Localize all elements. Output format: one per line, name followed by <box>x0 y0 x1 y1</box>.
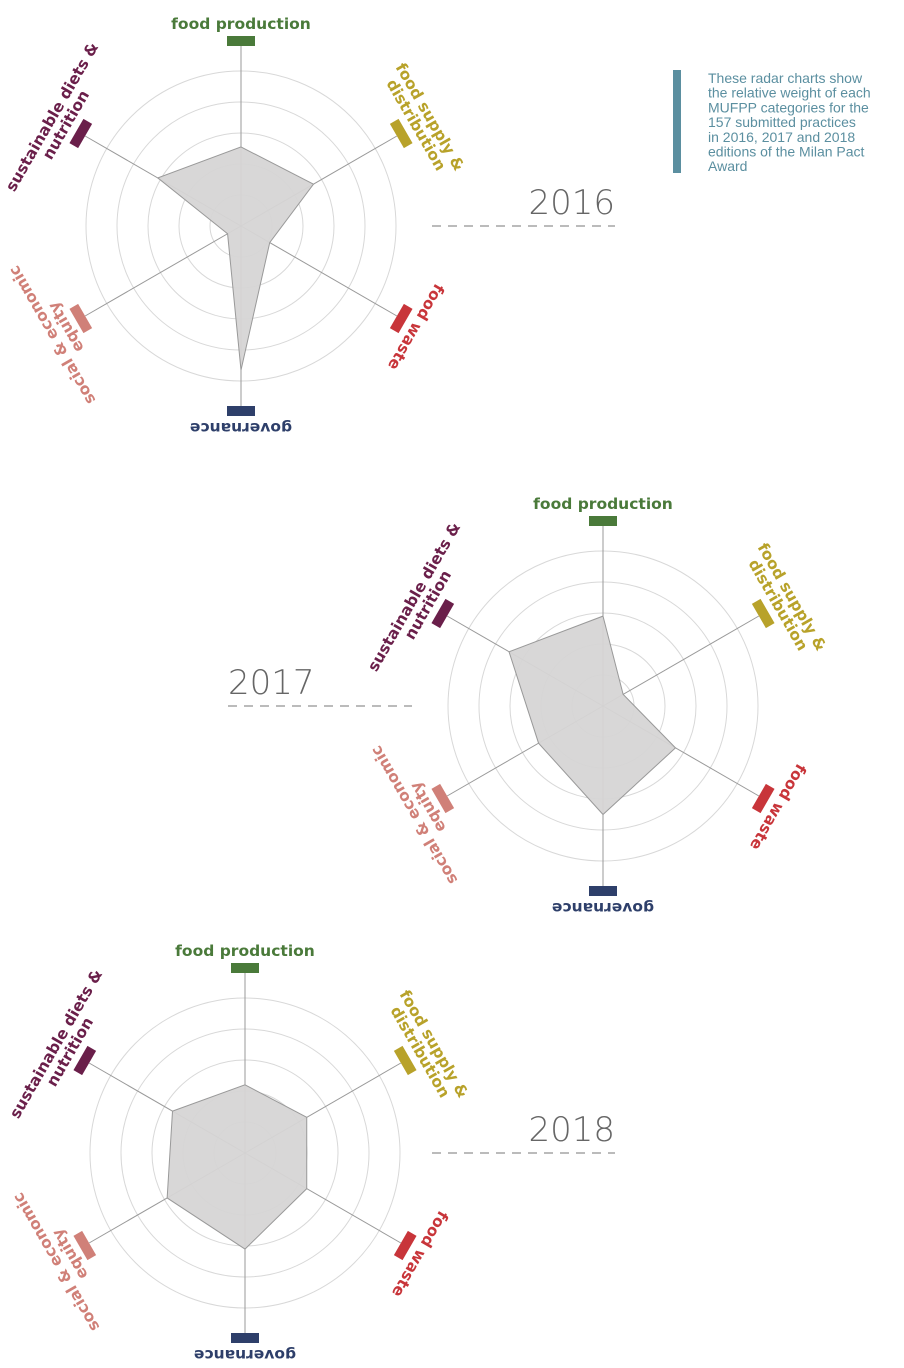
category-label: sustainable diets &nutrition <box>6 966 120 1129</box>
category-marker <box>751 783 775 814</box>
category-label-line: governance <box>552 899 654 917</box>
note-line: the relative weight of each <box>708 85 871 101</box>
category-marker <box>589 886 617 896</box>
category-marker <box>389 303 413 334</box>
axis-label-group: food production <box>175 942 315 973</box>
category-label-line: governance <box>194 1346 296 1364</box>
category-marker <box>751 598 775 629</box>
category-marker <box>227 406 255 416</box>
category-marker <box>231 963 259 973</box>
category-marker <box>69 303 93 334</box>
category-label: social & economicequity <box>5 254 113 407</box>
axis-label-group: sustainable diets &nutrition <box>6 966 120 1129</box>
axis-label-group: food production <box>171 15 311 46</box>
spoke <box>84 225 242 317</box>
category-label-line: governance <box>190 419 292 437</box>
axis-label-group: food supply &distribution <box>382 987 472 1109</box>
category-label: social & economicequity <box>9 1181 117 1334</box>
radar-chart: food production food supply &distribution… <box>364 495 830 917</box>
axis-label-group: sustainable diets &nutrition <box>364 519 478 682</box>
note-line: MUFPP categories for the <box>708 99 869 115</box>
category-marker <box>389 118 413 149</box>
axis-label-group: governance <box>552 886 654 917</box>
axis-label-group: food waste <box>388 1208 452 1301</box>
axis-label-group: sustainable diets &nutrition <box>2 39 116 202</box>
category-label: governance <box>552 899 654 917</box>
category-label: food production <box>533 495 673 513</box>
radar-area <box>156 146 315 371</box>
category-label-line: social & economic <box>9 1189 103 1334</box>
category-label-line: food production <box>175 942 315 960</box>
axis-label-group: food waste <box>746 761 810 854</box>
radar-area <box>508 615 677 816</box>
category-marker <box>227 36 255 46</box>
category-label-line: sustainable diets & <box>6 966 106 1121</box>
axis-label-group: governance <box>190 406 292 437</box>
category-label: food supply &distribution <box>378 60 468 182</box>
axis-label-group: social & economicequity <box>5 254 113 407</box>
axis-label-group: governance <box>194 1333 296 1364</box>
axis-label-group: food supply &distribution <box>378 60 468 182</box>
radar-chart: food production food supply &distribution… <box>2 15 468 437</box>
note-line: 157 submitted practices <box>708 114 856 130</box>
category-label: food supply &distribution <box>382 987 472 1109</box>
note-line: Award <box>708 158 747 174</box>
year-label: 2016 <box>528 183 615 223</box>
category-marker <box>393 1045 417 1076</box>
category-marker <box>589 516 617 526</box>
category-label: governance <box>190 419 292 437</box>
category-label-line: social & economic <box>5 262 99 407</box>
category-marker <box>73 1045 97 1076</box>
axis-label-group: food waste <box>384 281 448 374</box>
category-label-line: food production <box>171 15 311 33</box>
category-label: sustainable diets &nutrition <box>364 519 478 682</box>
axis-label-group: food supply &distribution <box>740 540 830 662</box>
year-label: 2017 <box>228 663 315 703</box>
category-label: food production <box>175 942 315 960</box>
category-marker <box>393 1230 417 1261</box>
note-line: editions of the Milan Pact <box>708 144 865 160</box>
note-line: in 2016, 2017 and 2018 <box>708 129 855 145</box>
axis-label-group: social & economicequity <box>367 734 475 887</box>
category-label: social & economicequity <box>367 734 475 887</box>
category-label: sustainable diets &nutrition <box>2 39 116 202</box>
category-label: food supply &distribution <box>740 540 830 662</box>
spoke <box>602 615 760 707</box>
category-label: governance <box>194 1346 296 1364</box>
axis-label-group: social & economicequity <box>9 1181 117 1334</box>
axis-label-group: food production <box>533 495 673 526</box>
category-marker <box>431 598 455 629</box>
category-marker <box>73 1230 97 1261</box>
category-marker <box>231 1333 259 1343</box>
category-label: food production <box>171 15 311 33</box>
year-label: 2018 <box>528 1110 615 1150</box>
category-label-line: food production <box>533 495 673 513</box>
note-line: These radar charts show <box>708 70 863 86</box>
radar-chart: food production food supply &distribution… <box>6 942 472 1364</box>
category-marker <box>431 783 455 814</box>
category-label-line: sustainable diets & <box>2 39 102 194</box>
category-label-line: sustainable diets & <box>364 519 464 674</box>
note-bar <box>673 70 681 173</box>
radar-area <box>166 1084 308 1250</box>
category-marker <box>69 118 93 149</box>
category-label-line: social & economic <box>367 742 461 887</box>
